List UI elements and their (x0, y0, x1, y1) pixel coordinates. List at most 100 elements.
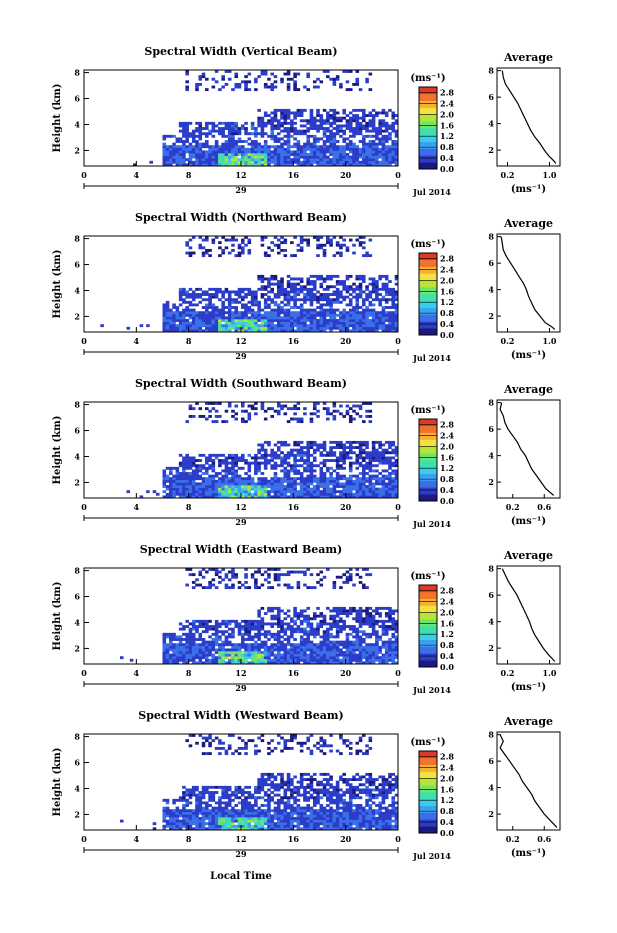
heatmap-cell (195, 324, 199, 327)
heatmap-cell (189, 135, 193, 138)
heatmap-cell (179, 638, 183, 641)
heatmap-cell (385, 145, 389, 148)
heatmap-cell (176, 158, 180, 161)
heatmap-cell (280, 78, 284, 81)
heatmap-cell (218, 480, 222, 483)
heatmap-cell (287, 73, 291, 76)
heatmap-cell (365, 622, 369, 625)
heatmap-cell (323, 441, 327, 444)
heatmap-cell (166, 303, 170, 306)
heatmap-cell (270, 643, 274, 646)
heatmap-cell (267, 145, 271, 148)
heatmap-cell (300, 153, 304, 156)
heatmap-cell (257, 485, 261, 488)
heatmap-cell (244, 324, 248, 327)
heatmap-cell (323, 620, 327, 623)
heatmap-cell (231, 586, 235, 589)
heatmap-cell (339, 485, 343, 488)
heatmap-cell (310, 454, 314, 457)
heatmap-cell (185, 244, 189, 247)
heatmap-cell (365, 156, 369, 159)
heatmap-cell (359, 407, 363, 410)
heatmap-cell (221, 86, 225, 89)
heatmap-cell (378, 651, 382, 654)
heatmap-cell (388, 311, 392, 314)
heatmap-cell (359, 415, 363, 418)
heatmap-cell (329, 161, 333, 164)
heatmap-cell (163, 303, 167, 306)
heatmap-cell (290, 135, 294, 138)
heatmap-cell (198, 124, 202, 127)
heatmap-cell (261, 656, 265, 659)
heatmap-cell (323, 449, 327, 452)
heatmap-cell (192, 324, 196, 327)
heatmap-cell (385, 137, 389, 140)
colorbar-tick-label: 2.4 (440, 98, 454, 108)
heatmap-cell (185, 456, 189, 459)
heatmap-cell (261, 584, 265, 587)
heatmap-cell (385, 301, 389, 304)
heatmap-cell (261, 293, 265, 296)
heatmap-cell (287, 464, 291, 467)
heatmap-cell (238, 646, 242, 649)
heatmap-cell (336, 296, 340, 299)
heatmap-cell (349, 124, 353, 127)
heatmap-cell (257, 571, 261, 574)
heatmap-cell (192, 140, 196, 143)
heatmap-cell (231, 88, 235, 91)
heatmap-cell (195, 628, 199, 631)
heatmap-cell (339, 405, 343, 408)
panel-title: Spectral Width (Eastward Beam) (140, 543, 342, 556)
heatmap-cell (316, 161, 320, 164)
heatmap-cell (359, 132, 363, 135)
heatmap-cell (346, 249, 350, 252)
heatmap-cell (257, 638, 261, 641)
heatmap-cell (284, 472, 288, 475)
heatmap-cell (172, 635, 176, 638)
heatmap-cell (293, 477, 297, 480)
heatmap-cell (342, 467, 346, 470)
heatmap-cell (280, 280, 284, 283)
heatmap-cell (195, 648, 199, 651)
heatmap-cell (293, 444, 297, 447)
heatmap-cell (293, 303, 297, 306)
heatmap-cell (218, 490, 222, 493)
heatmap-cell (303, 454, 307, 457)
heatmap-cell (166, 153, 170, 156)
heatmap-cell (225, 573, 229, 576)
heatmap-cell (290, 319, 294, 322)
heatmap-cell (261, 145, 265, 148)
heatmap-cell (248, 467, 252, 470)
heatmap-cell (254, 459, 258, 462)
heatmap-cell (359, 283, 363, 286)
heatmap-cell (378, 324, 382, 327)
heatmap-cell (192, 475, 196, 478)
heatmap-cell (231, 148, 235, 151)
heatmap-cell (270, 488, 274, 491)
heatmap-cell (372, 615, 376, 618)
panel-4: Spectral Width (Eastward Beam)2468Height… (52, 543, 560, 695)
heatmap-cell (248, 161, 252, 164)
heatmap-cell (369, 322, 373, 325)
heatmap-cell (287, 456, 291, 459)
heatmap-cell (378, 153, 382, 156)
heatmap-cell (388, 156, 392, 159)
heatmap-cell (297, 586, 301, 589)
heatmap-cell (287, 298, 291, 301)
heatmap-cell (333, 607, 337, 610)
heatmap-cell (303, 124, 307, 127)
heatmap-cell (284, 405, 288, 408)
heatmap-cell (323, 641, 327, 644)
avg-x-tick-label: 1.0 (543, 336, 557, 346)
heatmap-cell (176, 493, 180, 496)
heatmap-cell (359, 130, 363, 133)
heatmap-cell (323, 633, 327, 636)
heatmap-cell (355, 620, 359, 623)
heatmap-cell (274, 462, 278, 465)
heatmap-cell (355, 158, 359, 161)
heatmap-cell (228, 462, 232, 465)
heatmap-cell (365, 150, 369, 153)
heatmap-cell (349, 446, 353, 449)
heatmap-cell (290, 314, 294, 317)
heatmap-cell (359, 643, 363, 646)
